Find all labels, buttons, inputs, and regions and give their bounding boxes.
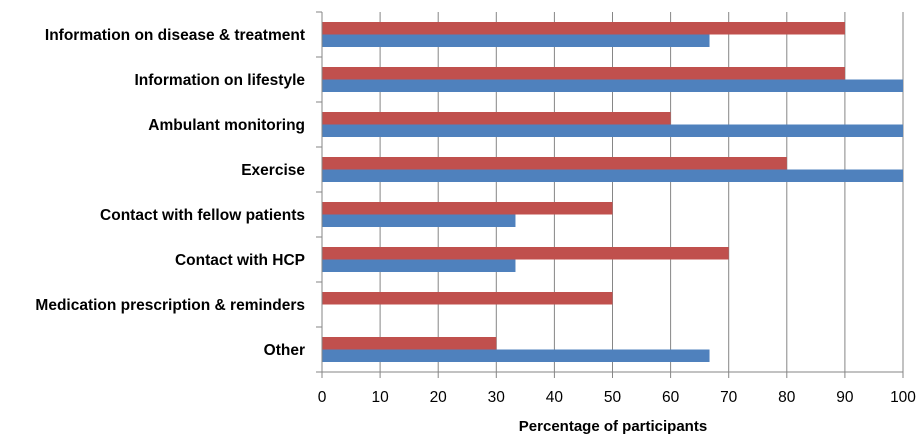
bar-series-2-5: [322, 214, 516, 227]
bar-series-1-3: [322, 112, 671, 125]
category-label-7: Medication prescription & reminders: [35, 297, 305, 314]
x-tick-label-60: 60: [662, 389, 680, 406]
category-label-1: Information on disease & treatment: [45, 27, 305, 44]
category-label-6: Contact with HCP: [175, 252, 305, 269]
category-label-8: Other: [264, 342, 305, 359]
category-label-3: Ambulant monitoring: [148, 117, 305, 134]
bar-series-1-5: [322, 202, 613, 215]
x-tick-label-50: 50: [604, 389, 622, 406]
bar-series-1-7: [322, 292, 613, 305]
bars: [322, 22, 903, 362]
category-label-5: Contact with fellow patients: [100, 207, 305, 224]
x-tick-label-100: 100: [890, 389, 916, 406]
x-tick-label-90: 90: [836, 389, 854, 406]
x-tick-labels: 0 10 20 30 40 50 60 70 80 90 100: [318, 389, 917, 406]
x-tick-label-10: 10: [371, 389, 389, 406]
category-label-2: Information on lifestyle: [134, 72, 305, 89]
x-tick-label-40: 40: [546, 389, 564, 406]
x-axis-title: Percentage of participants: [519, 418, 707, 435]
x-tick-label-80: 80: [778, 389, 796, 406]
bar-series-1-6: [322, 247, 729, 260]
x-tick-label-30: 30: [488, 389, 506, 406]
bar-series-2-6: [322, 259, 516, 272]
bar-series-2-8: [322, 349, 710, 362]
gridlines: [379, 12, 904, 372]
x-tick-label-0: 0: [318, 389, 327, 406]
bar-series-2-1: [322, 34, 710, 47]
bar-series-1-8: [322, 337, 497, 350]
x-tick-label-20: 20: [430, 389, 448, 406]
bar-series-2-3: [322, 124, 903, 137]
axes: [316, 11, 904, 378]
bar-series-1-1: [322, 22, 845, 35]
category-labels: Information on disease & treatment Inform…: [35, 27, 305, 359]
x-tick-label-70: 70: [720, 389, 738, 406]
bar-series-1-4: [322, 157, 787, 170]
bar-series-2-4: [322, 169, 903, 182]
bar-series-2-2: [322, 79, 903, 92]
bar-series-1-2: [322, 67, 845, 80]
category-label-4: Exercise: [241, 162, 305, 179]
